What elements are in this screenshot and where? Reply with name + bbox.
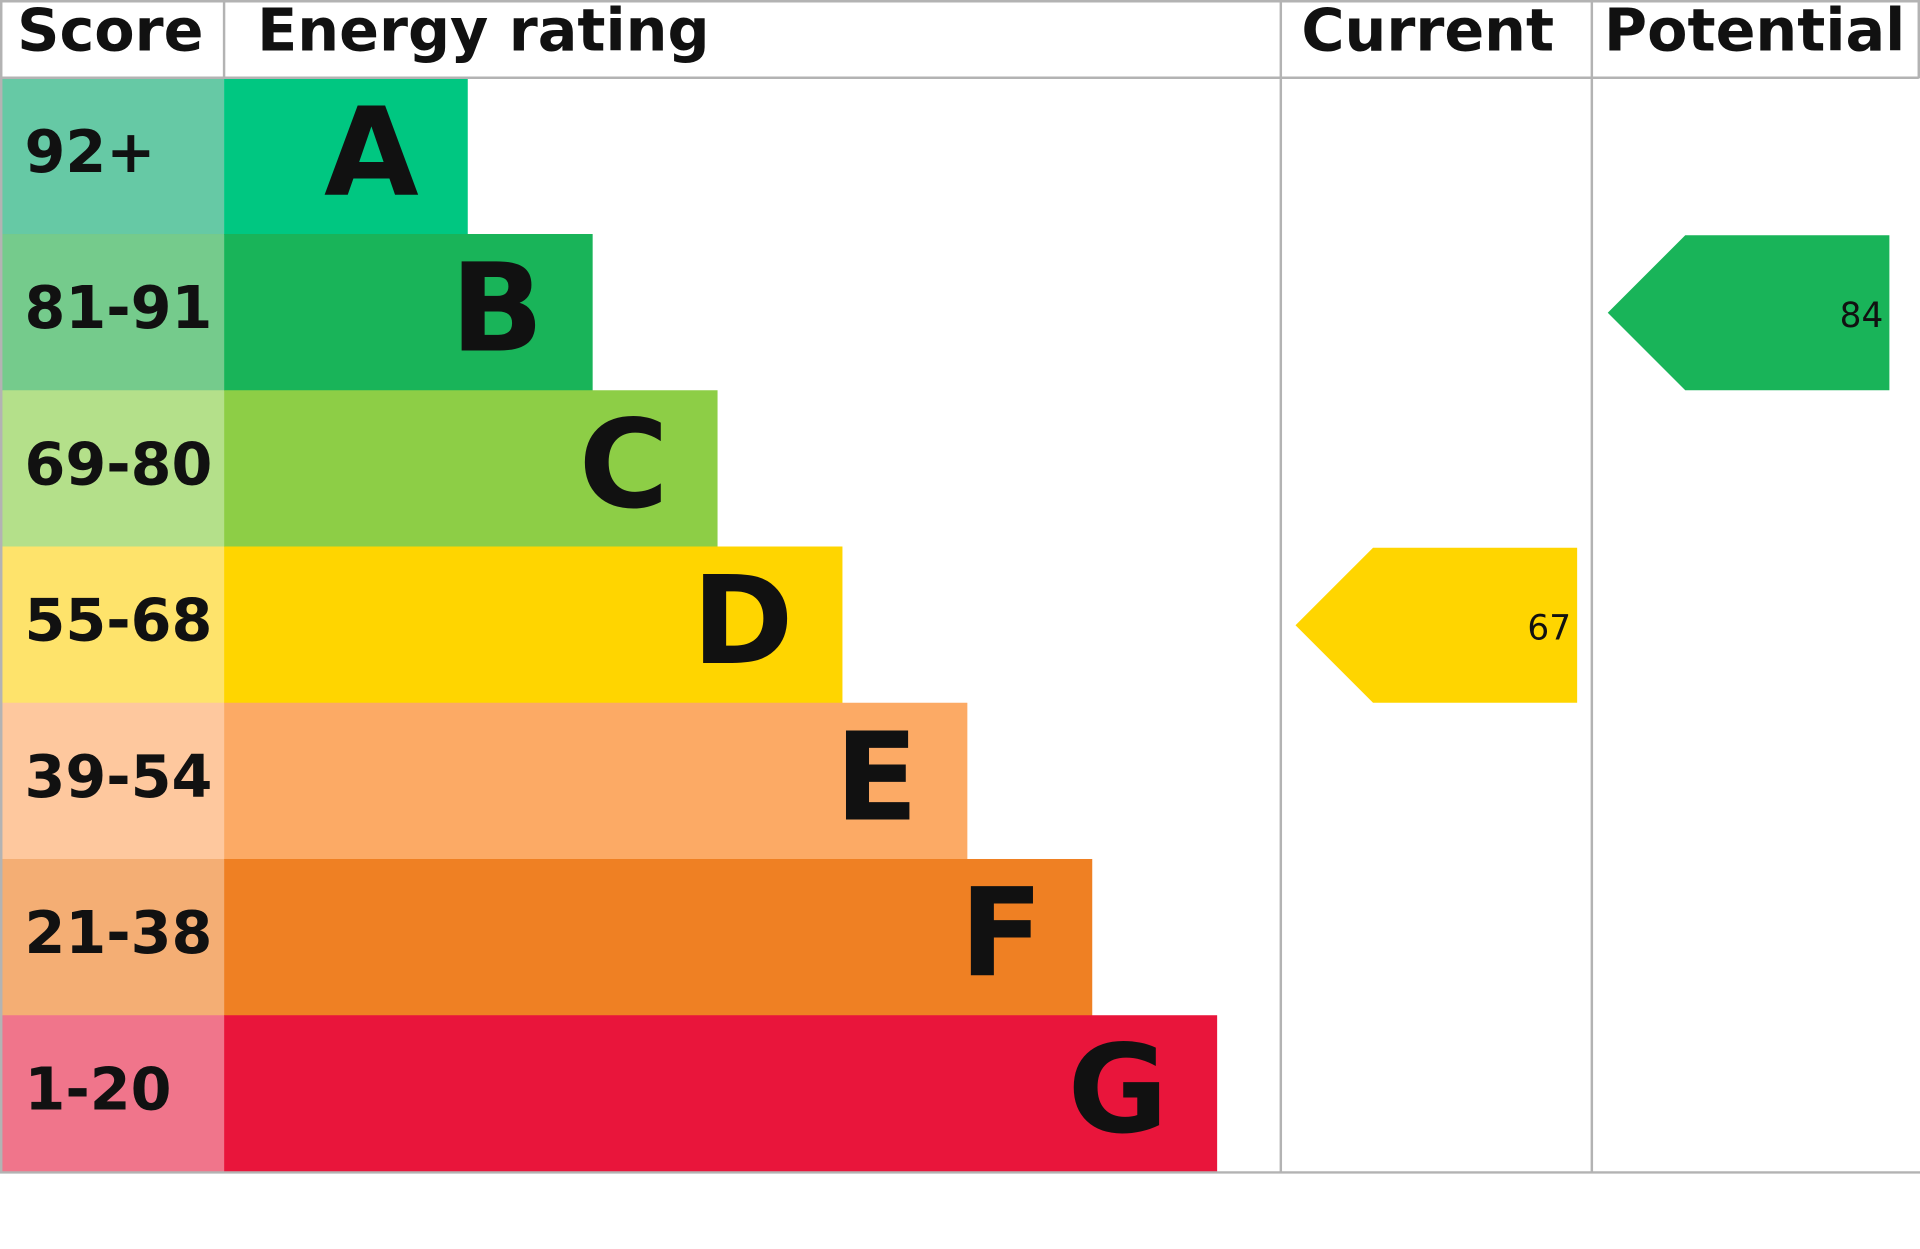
potential-arrow [1607,235,1890,391]
rating-bar [224,546,843,704]
score-label: 69-80 [24,429,212,498]
header-score: Score [17,0,203,64]
header-energy-rating: Energy rating [257,0,709,64]
rating-letter: C [579,393,669,536]
table-rules [0,0,1920,1174]
rating-bar [224,702,968,860]
rating-letter: F [960,862,1044,1005]
current-value: 67 [1527,609,1571,649]
rating-bar [224,77,468,235]
rating-bar [224,234,593,391]
score-label: 1-20 [24,1054,171,1123]
rating-bar [224,1015,1218,1173]
rating-letter: D [692,549,794,692]
score-cell [0,77,225,235]
header-potential: Potential [1604,0,1905,64]
rating-bar [224,390,718,548]
score-label: 92+ [24,117,155,186]
rating-letter: A [324,80,419,223]
current-arrow [1295,547,1578,703]
score-label: 81-91 [24,273,212,342]
potential-value: 84 [1840,296,1884,336]
score-label: 55-68 [24,586,212,655]
score-label: 21-38 [24,898,212,967]
rating-letter: E [835,705,919,848]
header-current: Current [1301,0,1554,64]
score-cell [0,546,225,704]
score-label: 39-54 [24,742,212,811]
score-cell [0,234,225,391]
bands: 92+ A 81-91 B 69-80 C 55-68 D 39-54 E 21-38 F 1-20 G [0,77,1218,1173]
score-cell [0,1015,225,1173]
score-cell [0,858,225,1016]
rating-bar [224,858,1093,1016]
rating-letter: G [1068,1018,1169,1161]
score-cell [0,702,225,860]
score-cell [0,390,225,548]
rating-letter: B [450,237,543,380]
